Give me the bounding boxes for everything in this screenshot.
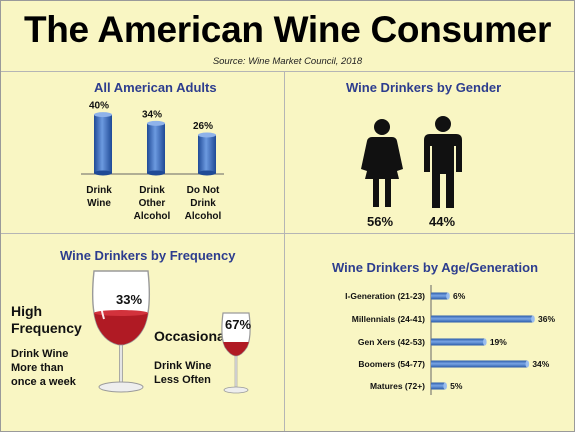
gender-panel-title: Wine Drinkers by Gender <box>346 80 502 95</box>
frequency-panel-title: Wine Drinkers by Frequency <box>60 248 236 263</box>
occasional-value: 67% <box>225 317 252 332</box>
age-value-label: 5% <box>450 381 463 391</box>
age-value-label: 34% <box>532 359 549 369</box>
adults-bar-base <box>94 170 112 176</box>
adults-bar-chart: 40% Drink Wine 34% Drink Other Alcohol 26% Do No… <box>81 101 224 222</box>
age-bar-chart: I-Generation (21-23) 6% Millennials (24-41… <box>345 285 555 395</box>
high-frequency-desc-line2: More than <box>11 362 64 374</box>
gender-male-value: 44% <box>429 214 456 229</box>
occasional-desc-line1: Drink Wine <box>154 360 212 372</box>
wine-glass-icon <box>91 270 151 393</box>
age-bar-end <box>531 315 535 323</box>
page-title: The American Wine Consumer <box>23 9 552 50</box>
age-category-label: Boomers (54-77) <box>358 359 425 369</box>
adults-category-label: Do Not <box>187 185 220 196</box>
age-category-label: Millennials (24-41) <box>352 314 425 324</box>
age-category-label: I-Generation (21-23) <box>345 291 425 301</box>
adults-category-label: Wine <box>87 198 111 209</box>
high-frequency-label-line2: Frequency <box>11 320 82 336</box>
age-bar <box>431 292 448 300</box>
adults-bar <box>94 114 112 173</box>
adults-bar-top <box>147 120 165 126</box>
age-bar <box>431 360 528 368</box>
age-category-label: Gen Xers (42-53) <box>358 337 425 347</box>
horizontal-divider <box>1 233 574 234</box>
age-bar <box>431 338 485 346</box>
age-bar <box>431 382 446 390</box>
age-value-label: 36% <box>538 314 555 324</box>
adults-category-label: Alcohol <box>185 211 222 222</box>
age-value-label: 6% <box>453 291 466 301</box>
source-note: Source: Wine Market Council, 2018 <box>212 56 363 67</box>
adults-bar-top <box>94 112 112 118</box>
adults-bar-top <box>198 132 216 138</box>
age-bar-end <box>483 338 487 346</box>
occasional-label: Occasional <box>154 328 229 344</box>
age-bar-end <box>446 292 450 300</box>
adults-category-label: Drink <box>139 185 165 196</box>
adults-bar <box>198 135 216 173</box>
high-frequency-label-line1: High <box>11 303 43 319</box>
age-bar <box>431 315 533 323</box>
age-bar-end <box>525 360 530 368</box>
adults-category-label: Other <box>139 198 166 209</box>
adults-value-label: 40% <box>89 101 109 112</box>
high-frequency-desc-line3: once a week <box>11 376 76 388</box>
woman-icon <box>361 119 403 207</box>
age-value-label: 19% <box>490 337 507 347</box>
age-panel-title: Wine Drinkers by Age/Generation <box>332 260 539 275</box>
gender-female-value: 56% <box>367 214 394 229</box>
high-frequency-desc-line1: Drink Wine <box>11 348 69 360</box>
wine-glass-icon <box>221 312 251 394</box>
man-icon <box>424 116 462 208</box>
adults-value-label: 34% <box>142 109 162 120</box>
adults-category-label: Drink <box>86 185 112 196</box>
adults-bar-base <box>198 170 216 176</box>
high-frequency-value: 33% <box>116 292 143 307</box>
adults-category-label: Alcohol <box>134 211 171 222</box>
adults-category-label: Drink <box>190 198 216 209</box>
occasional-desc-line2: Less Often <box>154 374 211 386</box>
adults-value-label: 26% <box>193 121 213 132</box>
age-bar-end <box>443 382 447 390</box>
vertical-divider <box>284 72 285 431</box>
age-category-label: Matures (72+) <box>370 381 425 391</box>
header: The American Wine Consumer Source: Wine … <box>1 1 574 72</box>
adults-panel-title: All American Adults <box>94 80 217 95</box>
adults-bar-base <box>147 170 165 176</box>
adults-bar <box>147 123 165 173</box>
